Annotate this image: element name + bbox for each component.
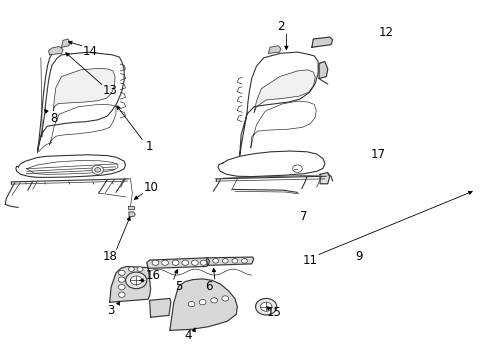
Circle shape — [199, 300, 205, 305]
Text: 5: 5 — [175, 280, 182, 293]
Polygon shape — [128, 206, 134, 209]
Text: 7: 7 — [299, 210, 307, 223]
Circle shape — [188, 301, 195, 307]
Circle shape — [292, 165, 302, 172]
Polygon shape — [254, 70, 315, 112]
Text: 10: 10 — [143, 181, 158, 194]
Polygon shape — [319, 62, 327, 78]
Circle shape — [241, 258, 247, 263]
Polygon shape — [38, 52, 124, 152]
Circle shape — [118, 277, 125, 282]
Circle shape — [95, 168, 101, 172]
Circle shape — [182, 260, 188, 265]
Polygon shape — [129, 212, 135, 216]
Circle shape — [212, 258, 218, 263]
Polygon shape — [61, 39, 70, 47]
Polygon shape — [311, 37, 332, 47]
Polygon shape — [239, 52, 318, 156]
Polygon shape — [109, 266, 150, 302]
Circle shape — [118, 292, 125, 297]
Text: 6: 6 — [205, 280, 213, 293]
Circle shape — [191, 260, 198, 265]
Text: 11: 11 — [303, 253, 317, 267]
Polygon shape — [149, 298, 170, 317]
Circle shape — [125, 272, 146, 289]
Polygon shape — [320, 172, 329, 184]
Circle shape — [152, 260, 159, 265]
Circle shape — [130, 276, 142, 285]
Circle shape — [128, 267, 134, 271]
Text: 8: 8 — [51, 112, 58, 125]
Text: 1: 1 — [145, 140, 153, 153]
Text: 14: 14 — [83, 45, 98, 58]
Circle shape — [92, 165, 103, 174]
Text: 9: 9 — [355, 250, 362, 263]
Text: 3: 3 — [107, 304, 115, 317]
Text: 16: 16 — [145, 269, 160, 282]
Polygon shape — [16, 155, 125, 177]
Circle shape — [137, 267, 142, 271]
Text: 4: 4 — [184, 329, 191, 342]
Polygon shape — [146, 258, 209, 268]
Circle shape — [260, 302, 271, 311]
Circle shape — [231, 258, 237, 263]
Polygon shape — [218, 151, 324, 177]
Polygon shape — [53, 68, 115, 111]
Text: 13: 13 — [102, 84, 117, 98]
Text: 2: 2 — [276, 21, 284, 33]
Text: 12: 12 — [378, 26, 393, 39]
Text: 15: 15 — [266, 306, 281, 319]
Circle shape — [172, 260, 179, 265]
Text: 17: 17 — [369, 148, 385, 161]
Circle shape — [200, 260, 206, 265]
Circle shape — [210, 298, 217, 303]
Polygon shape — [48, 46, 63, 55]
Circle shape — [162, 260, 168, 265]
Circle shape — [118, 270, 125, 275]
Circle shape — [118, 284, 125, 290]
Circle shape — [222, 296, 228, 301]
Text: 18: 18 — [102, 250, 117, 263]
Polygon shape — [206, 257, 253, 265]
Circle shape — [255, 298, 276, 315]
Circle shape — [222, 258, 228, 263]
Polygon shape — [268, 46, 280, 53]
Polygon shape — [169, 279, 237, 330]
